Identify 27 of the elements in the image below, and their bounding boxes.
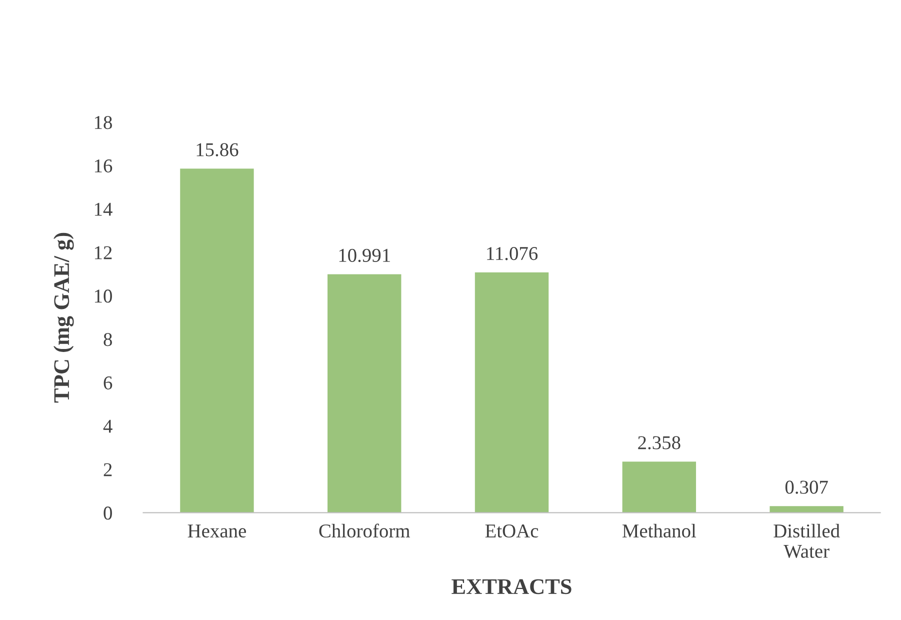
y-tick-label: 18: [94, 116, 112, 130]
x-tick-label: EtOAc: [485, 524, 538, 538]
data-label: 11.076: [487, 246, 538, 260]
x-tick-label: Distilled Water: [774, 524, 840, 558]
x-axis-title: EXTRACTS: [452, 579, 572, 594]
bar: [622, 462, 696, 513]
bar: [180, 168, 254, 513]
y-tick-label: 16: [94, 159, 112, 172]
x-tick-label: Chloroform: [319, 524, 410, 538]
data-label: 15.86: [196, 143, 238, 156]
bar: [328, 274, 402, 513]
bar: [770, 506, 844, 513]
x-tick-label: Hexane: [188, 524, 246, 538]
bar: [474, 272, 549, 513]
y-tick-label: 12: [94, 246, 112, 260]
y-tick-label: 8: [104, 332, 112, 346]
data-label: 2.358: [638, 436, 680, 450]
y-tick-label: 0: [104, 506, 112, 520]
data-label: 10.991: [339, 248, 390, 262]
y-tick-label: 4: [103, 420, 112, 433]
x-tick-label: Methanol: [622, 524, 696, 538]
y-axis-title: TPC (mg GAE/ g): [53, 232, 74, 403]
y-tick-label: 6: [104, 376, 112, 390]
y-tick-label: 2: [104, 463, 112, 476]
y-tick-label: 14: [94, 202, 112, 216]
data-label: 0.307: [785, 480, 828, 494]
y-tick-label: 10: [94, 290, 112, 303]
